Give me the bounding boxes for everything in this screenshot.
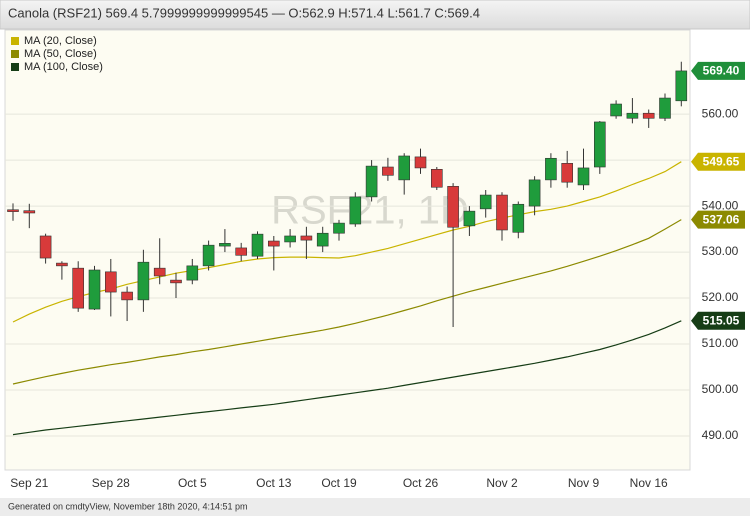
x-tick-label: Sep 28 <box>92 476 130 490</box>
y-tick-label: 560.00 <box>702 106 739 120</box>
candle-body <box>430 169 443 188</box>
chart-title: Canola (RSF21) 569.4 5.7999999999999545 … <box>8 5 480 20</box>
y-tick-label: 540.00 <box>702 198 739 212</box>
candle-body <box>496 194 508 231</box>
price-tag <box>691 210 745 229</box>
ma-line <box>12 161 682 323</box>
x-tick-label: Oct 5 <box>178 476 207 490</box>
candle-body <box>137 261 150 301</box>
candle-body <box>333 222 345 234</box>
candle-body <box>349 196 362 225</box>
candle-body <box>479 194 492 210</box>
x-tick-label: Sep 21 <box>10 476 48 490</box>
candle-body <box>7 209 19 212</box>
candle-body <box>88 269 101 310</box>
candle-body <box>23 210 36 214</box>
price-tag-label: 515.05 <box>703 313 740 327</box>
candle-body <box>284 235 296 243</box>
price-tag <box>691 152 745 171</box>
candle-body <box>365 165 378 198</box>
price-tag-label: 537.06 <box>703 212 740 226</box>
candle-body <box>528 179 541 207</box>
candle-body <box>219 243 231 247</box>
y-tick-label: 510.00 <box>702 336 739 350</box>
price-tag-label: 549.65 <box>703 154 740 168</box>
candle-body <box>235 247 247 256</box>
candle-body <box>593 121 606 168</box>
candle-body <box>170 279 182 284</box>
ma-line <box>12 219 682 385</box>
x-tick-label: Nov 9 <box>568 476 600 490</box>
candle-body <box>398 155 411 181</box>
legend-swatch <box>11 37 19 45</box>
plot-area <box>4 29 691 471</box>
candle-body <box>186 265 199 281</box>
candle-body <box>105 271 117 293</box>
candle-body <box>610 103 622 117</box>
legend-label: MA (50, Close) <box>24 48 97 60</box>
candle-body <box>447 186 459 228</box>
x-tick-label: Oct 26 <box>403 476 439 490</box>
footer-text: Generated on cmdtyView, November 18th 20… <box>8 501 247 511</box>
x-tick-label: Oct 13 <box>256 476 292 490</box>
y-tick-label: 490.00 <box>702 428 739 442</box>
legend-label: MA (100, Close) <box>24 61 103 73</box>
candle-body <box>153 267 166 277</box>
candle-body <box>545 157 557 181</box>
candle-body <box>316 232 329 247</box>
x-tick-label: Nov 2 <box>486 476 518 490</box>
candle-body <box>675 70 688 102</box>
candle-body <box>561 163 574 183</box>
candle-body <box>512 203 525 233</box>
y-tick-label: 500.00 <box>702 382 739 396</box>
price-tag <box>691 311 745 330</box>
legend-label: MA (20, Close) <box>24 35 97 47</box>
ma-line <box>12 320 682 436</box>
candle-body <box>300 235 313 241</box>
legend-swatch <box>11 50 19 58</box>
candle-body <box>659 97 671 119</box>
candle-body <box>202 244 215 267</box>
legend-swatch <box>11 63 19 71</box>
price-tag <box>691 61 745 80</box>
candle-body <box>39 235 52 259</box>
candle-body <box>642 112 655 119</box>
candle-body <box>56 262 68 267</box>
candle-body <box>577 167 590 186</box>
candle-body <box>267 240 280 247</box>
candle-body <box>72 267 84 309</box>
y-tick-label: 520.00 <box>702 290 739 304</box>
footer-bar <box>0 498 750 516</box>
candle-body <box>463 210 476 227</box>
candle-body <box>121 291 133 301</box>
candle-body <box>251 233 264 257</box>
candle-body <box>414 156 427 169</box>
x-tick-label: Nov 16 <box>630 476 668 490</box>
candle-body <box>626 112 639 119</box>
x-tick-label: Oct 19 <box>321 476 357 490</box>
price-tag-label: 569.40 <box>703 64 740 78</box>
header-bar <box>0 0 750 30</box>
candle-body <box>382 166 394 176</box>
y-tick-label: 530.00 <box>702 244 739 258</box>
